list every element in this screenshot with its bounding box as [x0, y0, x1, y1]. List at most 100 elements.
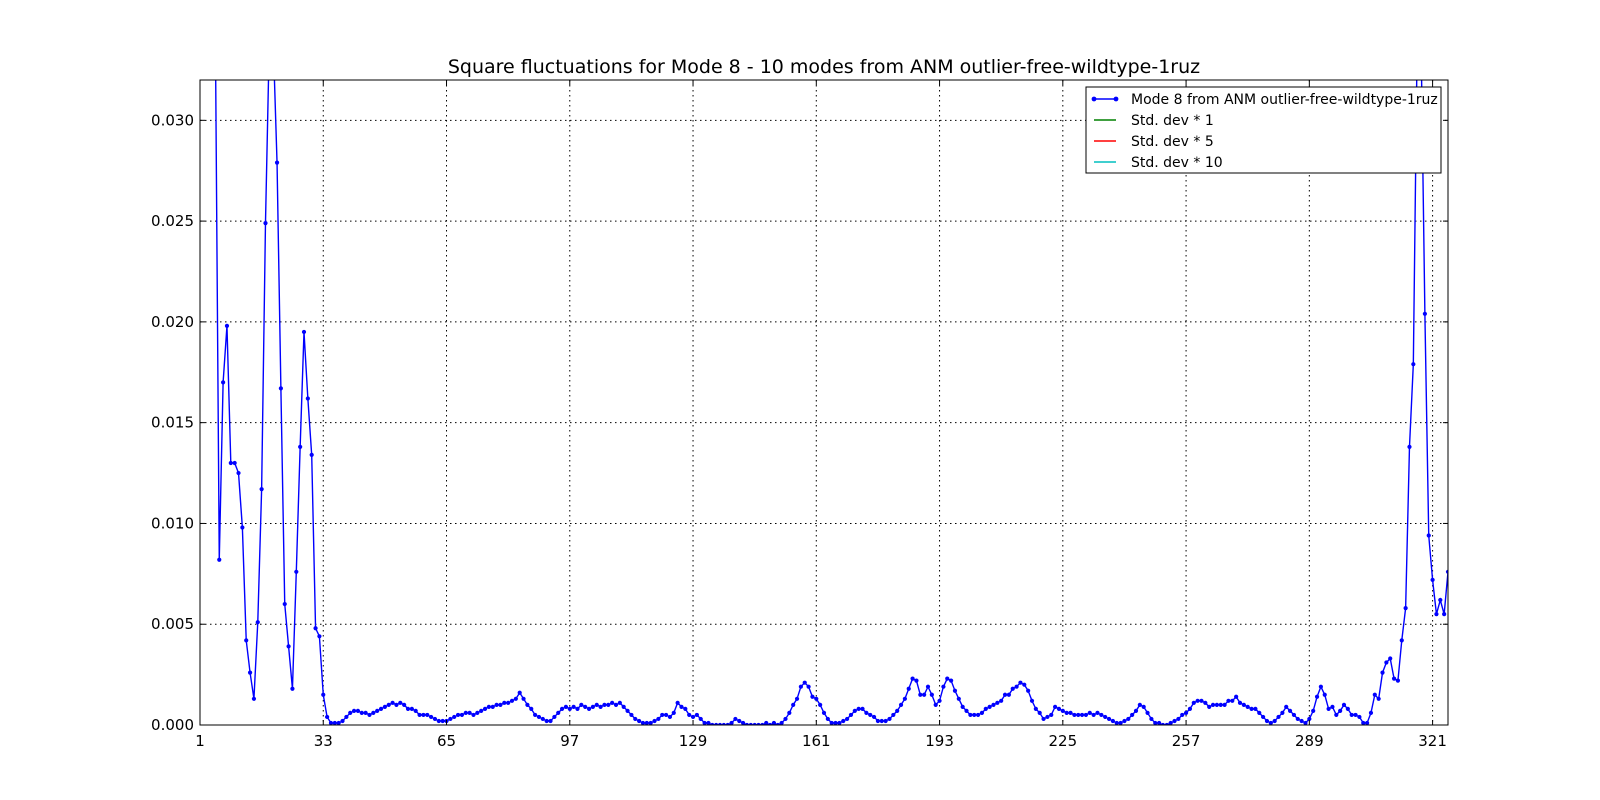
- data-point: [221, 380, 226, 385]
- data-point: [1426, 533, 1431, 538]
- data-point: [679, 704, 684, 709]
- data-point: [860, 706, 865, 711]
- data-point: [1422, 311, 1427, 316]
- data-point: [274, 160, 280, 165]
- data-point: [949, 678, 954, 683]
- data-point: [417, 712, 422, 718]
- data-point: [1245, 704, 1250, 709]
- data-point: [363, 710, 368, 716]
- data-point: [1141, 704, 1146, 709]
- data-point: [733, 716, 738, 722]
- data-point: [937, 698, 942, 703]
- data-point: [1249, 706, 1254, 711]
- data-point: [328, 720, 334, 725]
- data-point: [794, 696, 800, 701]
- data-point: [756, 722, 761, 725]
- legend: Mode 8 from ANM outlier-free-wildtype-1r…: [1085, 86, 1442, 174]
- data-point: [294, 569, 299, 574]
- data-point: [1087, 710, 1092, 716]
- data-point: [1118, 720, 1123, 725]
- x-tick-label: 161: [802, 732, 831, 750]
- data-point: [548, 718, 553, 724]
- data-point: [271, 38, 275, 42]
- data-point: [798, 684, 803, 689]
- data-point: [1338, 708, 1343, 713]
- data-point: [1299, 718, 1304, 724]
- data-point: [556, 710, 561, 716]
- data-point: [629, 712, 634, 718]
- data-point: [1168, 720, 1173, 725]
- data-point: [1368, 710, 1374, 716]
- data-point: [409, 706, 414, 711]
- data-point: [1388, 656, 1393, 661]
- data-point: [929, 692, 934, 697]
- data-point: [332, 720, 337, 725]
- legend-label-std10: Std. dev * 10: [1131, 155, 1223, 171]
- data-point: [698, 716, 703, 722]
- data-point: [1006, 692, 1011, 697]
- data-point: [748, 722, 753, 725]
- data-point: [667, 714, 673, 720]
- data-point: [309, 452, 314, 458]
- data-point: [871, 714, 877, 720]
- data-point: [540, 716, 545, 722]
- data-point: [313, 626, 318, 631]
- data-point: [1060, 708, 1065, 713]
- data-point: [1430, 577, 1435, 582]
- data-point: [1022, 682, 1027, 687]
- data-point: [621, 704, 626, 709]
- data-point: [783, 716, 788, 722]
- data-point: [1106, 716, 1112, 722]
- data-point: [529, 706, 534, 711]
- data-point: [1183, 710, 1189, 716]
- data-point: [1026, 688, 1031, 693]
- data-point: [791, 702, 796, 707]
- data-point: [694, 712, 699, 718]
- data-point: [1049, 712, 1054, 718]
- data-point: [382, 704, 387, 709]
- data-point: [398, 700, 403, 705]
- data-point: [606, 702, 611, 707]
- data-point: [1068, 710, 1073, 716]
- data-point: [1419, 38, 1423, 42]
- data-point: [1264, 718, 1270, 724]
- data-point: [386, 702, 391, 707]
- data-point: [336, 720, 341, 725]
- plot-frame: [199, 79, 1449, 726]
- data-point: [613, 702, 619, 707]
- legend-item-std1: Std. dev * 1: [1094, 113, 1214, 129]
- data-point: [1214, 702, 1219, 707]
- data-point: [1210, 702, 1216, 707]
- data-point: [1149, 716, 1154, 722]
- data-point: [829, 720, 834, 725]
- data-point: [1399, 638, 1404, 643]
- data-point: [282, 601, 287, 607]
- data-point: [875, 718, 881, 724]
- data-point: [586, 706, 592, 711]
- data-point: [509, 698, 515, 703]
- data-point: [690, 714, 696, 720]
- data-point: [1280, 710, 1285, 716]
- data-point: [918, 692, 923, 697]
- data-point: [1322, 692, 1327, 697]
- data-point: [818, 702, 823, 707]
- data-series: [215, 38, 1448, 725]
- data-point: [455, 712, 461, 718]
- data-point: [729, 720, 734, 725]
- data-point: [933, 702, 938, 707]
- data-point: [671, 710, 676, 716]
- data-point: [1391, 676, 1397, 681]
- x-tick-label: 65: [437, 732, 456, 750]
- data-point: [802, 680, 807, 685]
- data-point: [1029, 698, 1035, 703]
- data-point: [344, 714, 349, 720]
- data-point: [1114, 720, 1119, 725]
- x-tick-label: 33: [314, 732, 333, 750]
- data-point: [1176, 716, 1181, 722]
- data-point: [1287, 708, 1293, 713]
- data-point: [1372, 692, 1377, 697]
- data-point: [760, 722, 765, 725]
- data-point: [482, 706, 488, 711]
- grid: [200, 80, 1448, 725]
- data-point: [1126, 716, 1131, 722]
